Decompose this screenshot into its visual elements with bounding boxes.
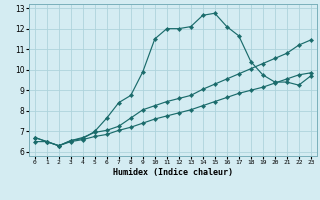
X-axis label: Humidex (Indice chaleur): Humidex (Indice chaleur)	[113, 168, 233, 177]
